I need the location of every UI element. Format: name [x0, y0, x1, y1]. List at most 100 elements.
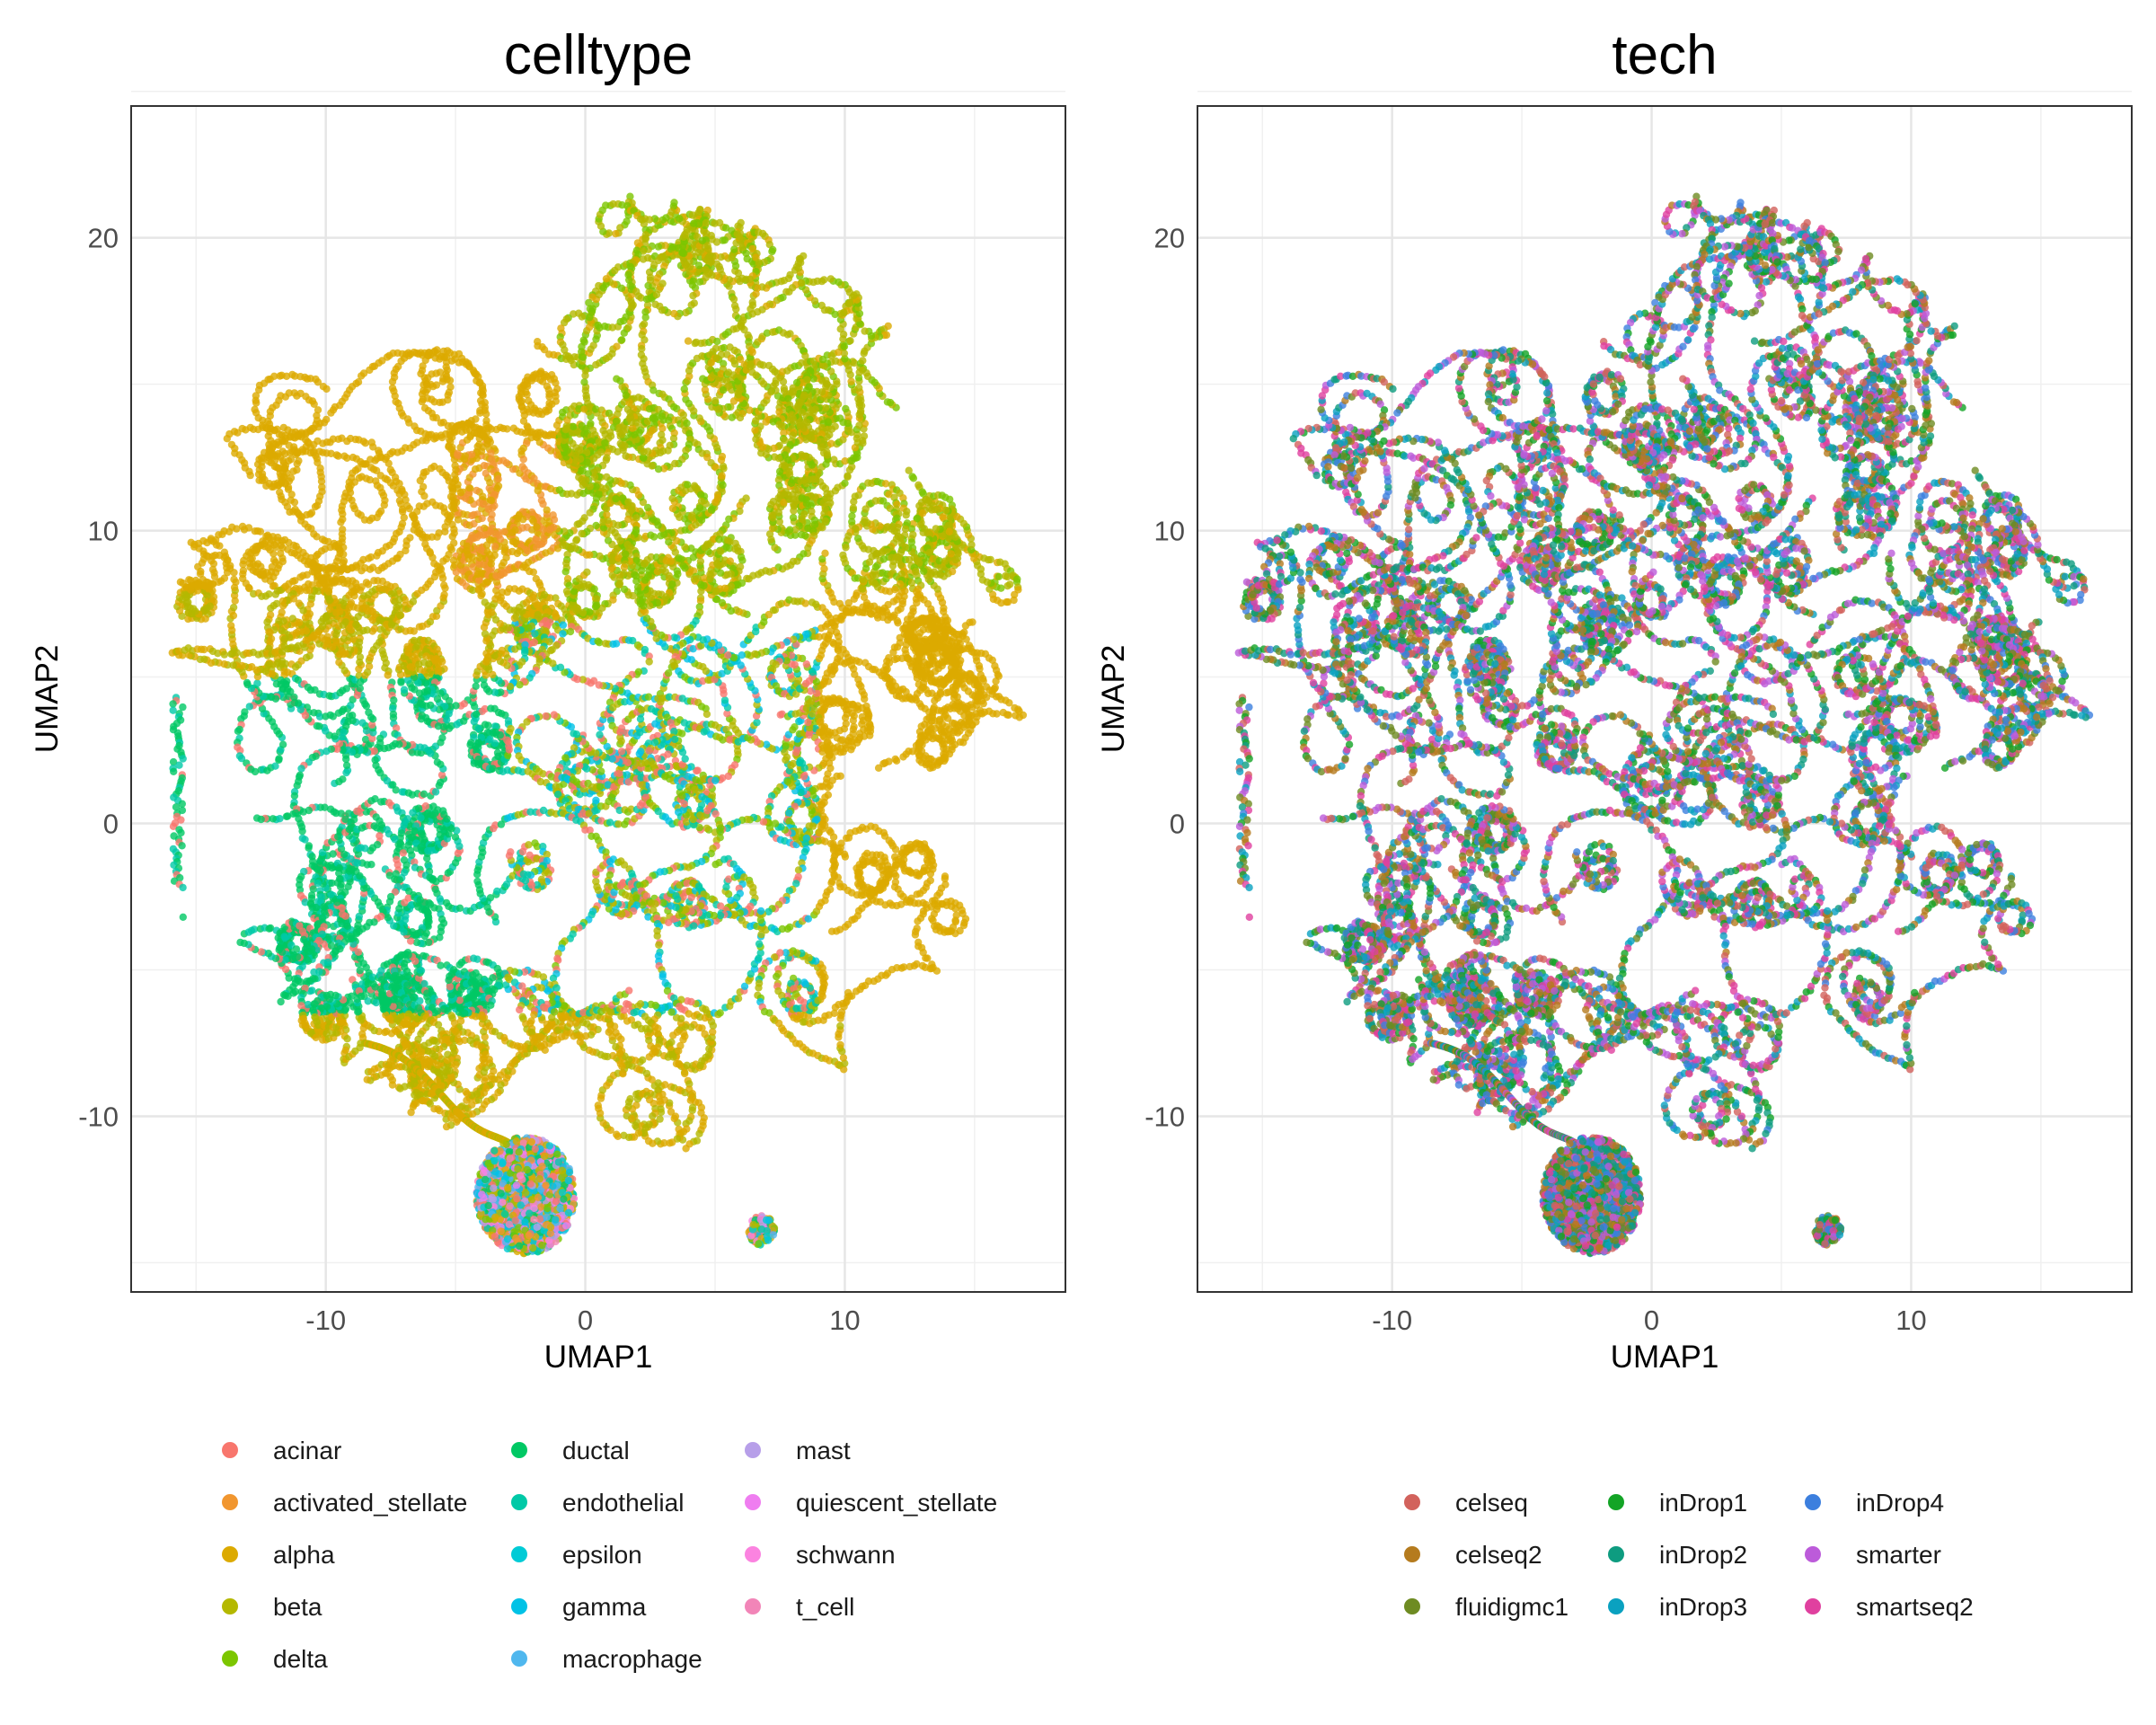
- data-point: [925, 548, 934, 557]
- data-point: [645, 652, 653, 660]
- data-point: [543, 408, 551, 416]
- data-point: [821, 549, 829, 557]
- data-point: [243, 678, 252, 687]
- data-point: [738, 556, 747, 564]
- data-point: [618, 336, 626, 344]
- data-point: [277, 997, 285, 1006]
- data-point: [278, 740, 287, 748]
- data-point: [612, 640, 621, 648]
- data-point: [801, 599, 809, 607]
- data-point: [541, 371, 550, 379]
- data-point: [207, 536, 215, 544]
- data-point: [592, 796, 600, 804]
- data-point: [308, 986, 316, 995]
- data-point: [284, 992, 292, 1001]
- data-point: [921, 844, 930, 852]
- data-point: [252, 814, 261, 822]
- data-point: [348, 992, 356, 1001]
- data-point: [926, 870, 935, 878]
- data-point: [702, 710, 711, 719]
- data-point: [884, 871, 893, 880]
- data-point: [579, 676, 587, 684]
- data-point: [380, 500, 388, 509]
- data-point: [275, 755, 283, 763]
- data-point: [366, 475, 374, 484]
- data-point: [346, 489, 355, 497]
- data-point: [697, 491, 705, 500]
- data-point: [645, 658, 653, 666]
- data-point: [487, 449, 495, 457]
- scatter-points: [168, 192, 1028, 1258]
- data-point: [734, 547, 742, 555]
- data-point: [891, 845, 900, 854]
- data-point: [624, 323, 632, 332]
- data-point: [339, 526, 347, 534]
- data-point: [933, 922, 941, 930]
- data-point: [302, 627, 311, 635]
- data-point: [282, 812, 291, 820]
- data-point: [695, 1129, 703, 1138]
- data-point: [667, 1108, 676, 1116]
- data-point: [666, 1139, 674, 1147]
- data-point: [716, 569, 725, 577]
- data-point: [687, 513, 695, 521]
- data-point: [472, 682, 480, 690]
- data-point: [487, 496, 496, 505]
- data-point: [561, 668, 569, 677]
- data-point: [494, 475, 502, 483]
- data-point: [473, 710, 481, 719]
- data-point: [913, 924, 921, 933]
- data-point: [685, 1080, 694, 1088]
- chart-title: celltype: [504, 24, 693, 86]
- data-point: [826, 731, 835, 739]
- data-point: [331, 576, 340, 584]
- data-point: [947, 550, 956, 558]
- data-point: [596, 730, 604, 739]
- data-point: [358, 719, 367, 727]
- data-point: [552, 594, 560, 602]
- data-point: [220, 548, 229, 556]
- data-point: [954, 546, 962, 554]
- data-point: [388, 384, 397, 393]
- data-point: [866, 721, 874, 730]
- data-point: [266, 638, 274, 646]
- data-point: [473, 486, 481, 495]
- data-point: [849, 701, 857, 709]
- data-point: [678, 730, 686, 738]
- data-point: [503, 425, 511, 433]
- data-point: [340, 550, 348, 559]
- data-point: [433, 346, 441, 354]
- data-point: [688, 1106, 696, 1115]
- data-point: [234, 727, 243, 735]
- data-point: [253, 679, 261, 687]
- data-point: [657, 1108, 666, 1117]
- data-point: [304, 1000, 313, 1009]
- data-point: [489, 503, 497, 512]
- data-point: [1013, 575, 1021, 583]
- data-point: [550, 375, 559, 383]
- data-point: [354, 464, 362, 473]
- data-point: [915, 938, 923, 947]
- data-point: [661, 1081, 669, 1089]
- data-point: [800, 978, 808, 986]
- data-point: [945, 527, 953, 535]
- data-point: [900, 855, 908, 863]
- data-point: [626, 1094, 634, 1103]
- data-point: [546, 594, 554, 602]
- data-point: [267, 604, 275, 613]
- data-point: [597, 767, 605, 775]
- data-point: [605, 818, 614, 827]
- data-point: [266, 628, 274, 637]
- data-point: [384, 671, 392, 679]
- data-point: [227, 622, 235, 630]
- data-point: [636, 715, 645, 723]
- data-point: [363, 1075, 371, 1084]
- data-point: [407, 1108, 415, 1117]
- data-point: [686, 1096, 694, 1104]
- data-point: [230, 575, 238, 584]
- data-point: [629, 636, 637, 645]
- data-point: [229, 603, 238, 612]
- data-point: [525, 841, 533, 849]
- data-point: [549, 511, 557, 519]
- data-point: [474, 724, 482, 733]
